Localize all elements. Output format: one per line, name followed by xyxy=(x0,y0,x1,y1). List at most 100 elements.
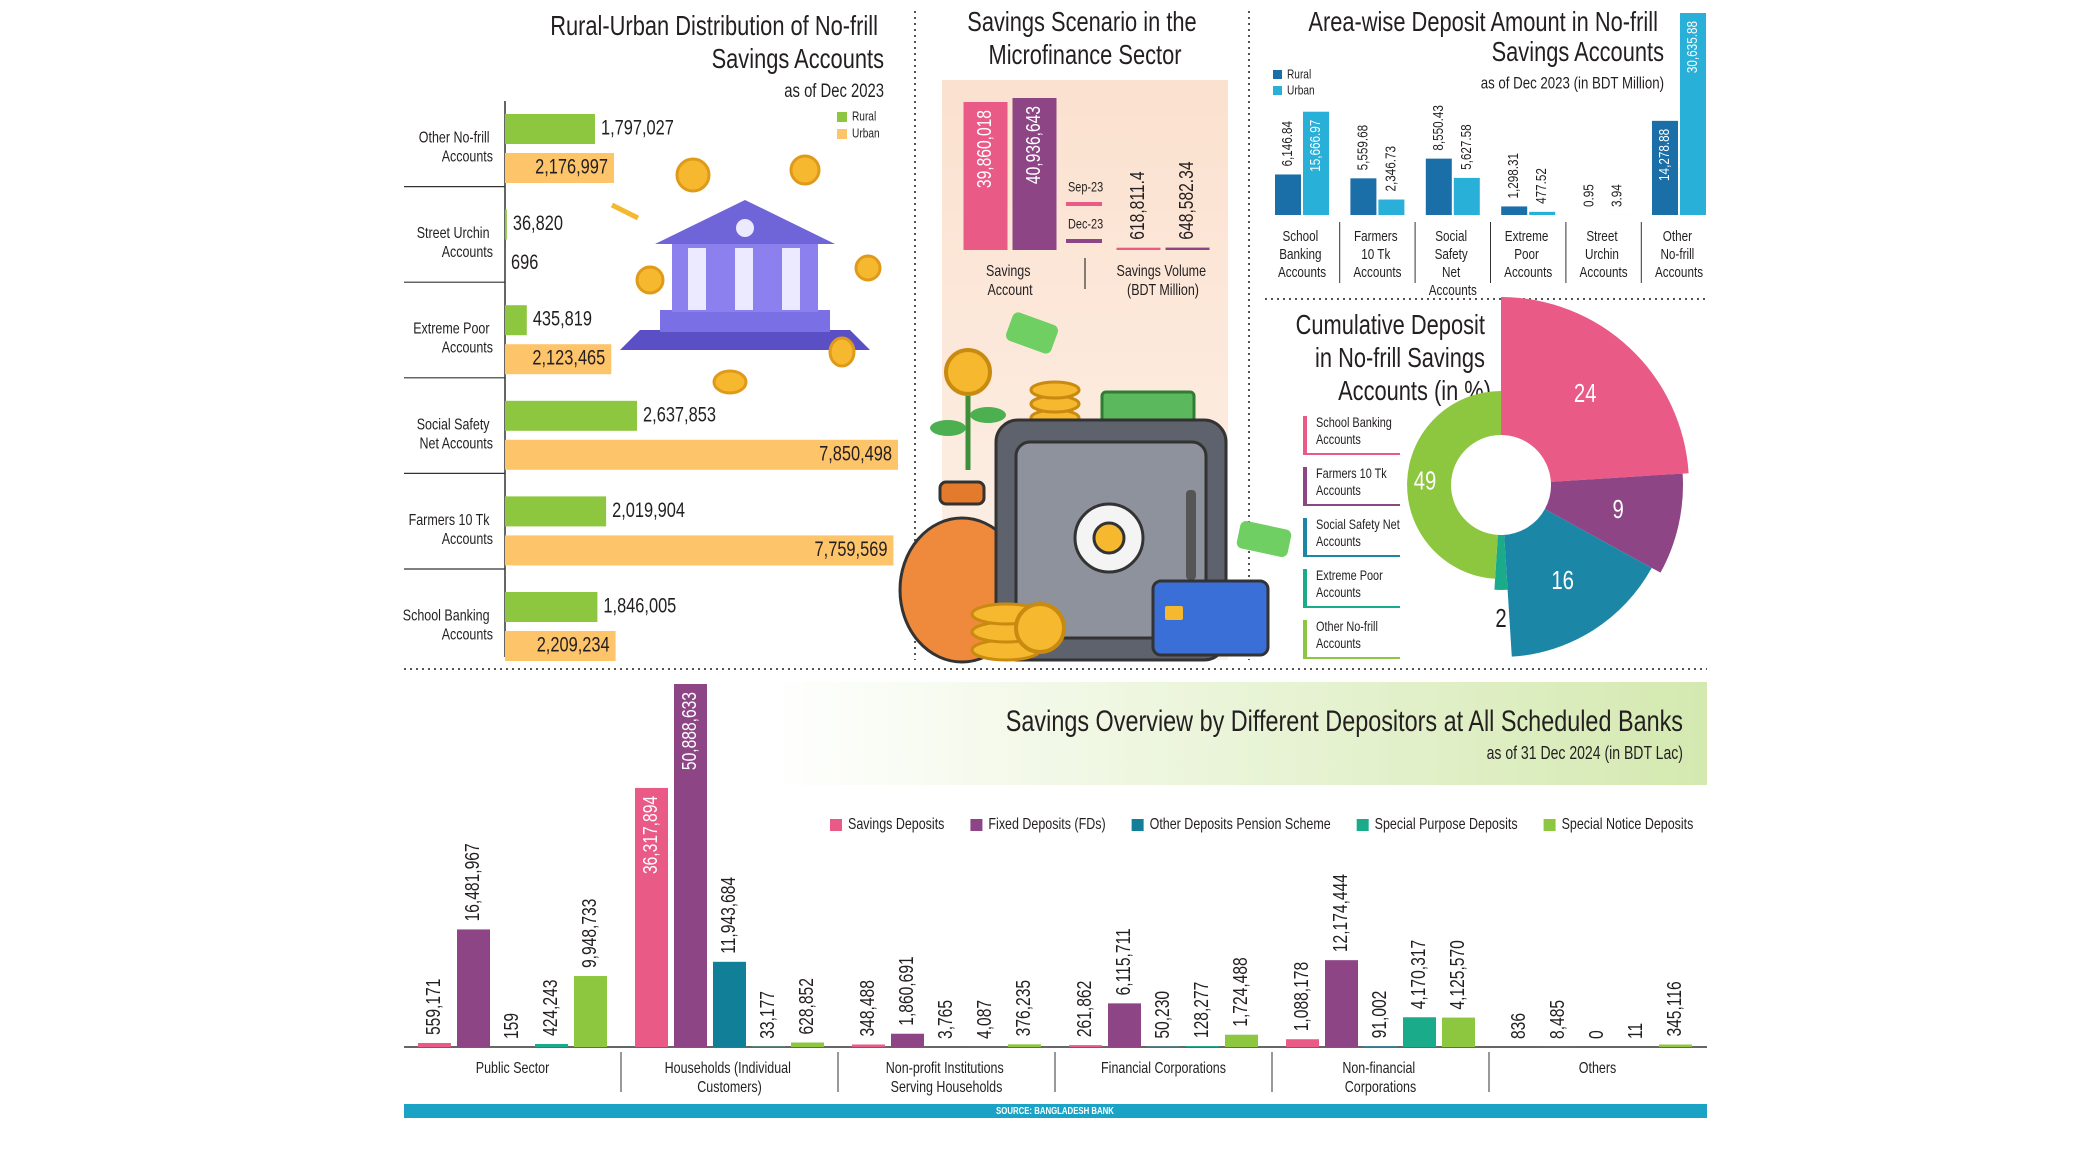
pie-slice xyxy=(1501,297,1689,482)
legend-label: Rural xyxy=(1287,66,1311,81)
value-label: 2,637,853 xyxy=(643,403,716,426)
bar xyxy=(891,1033,924,1047)
bar xyxy=(1286,1039,1319,1047)
value-label: 4,125,570 xyxy=(1447,940,1469,1009)
legend-label: Other No-frill Accounts xyxy=(1316,618,1381,651)
bar xyxy=(505,114,595,144)
slice-label: 2 xyxy=(1495,603,1506,633)
value-label: 8,550.43 xyxy=(1430,105,1447,151)
slice-label: 24 xyxy=(1574,378,1597,408)
legend-swatch xyxy=(1131,819,1144,831)
value-label: 11 xyxy=(1625,1023,1647,1039)
bar xyxy=(1529,211,1556,215)
bar xyxy=(1364,1046,1397,1047)
bar xyxy=(1186,1046,1219,1047)
legend-swatch xyxy=(970,819,983,831)
bar xyxy=(635,787,668,1047)
category-label: Social Safety Net Accounts xyxy=(1429,228,1477,299)
safe-illustration xyxy=(898,312,1292,664)
value-label: 1,846,005 xyxy=(603,595,676,618)
value-label: 477.52 xyxy=(1533,168,1550,204)
legend-label: Special Notice Deposits xyxy=(1562,816,1694,833)
value-label: 5,559.68 xyxy=(1354,125,1371,171)
slice-label: 9 xyxy=(1612,494,1623,524)
value-label: 628,852 xyxy=(796,978,818,1034)
value-label: 12,174,444 xyxy=(1330,874,1352,952)
legend-label: School Banking Accounts xyxy=(1316,414,1395,447)
value-label: 1,724,488 xyxy=(1230,957,1252,1026)
bar xyxy=(1225,1034,1258,1047)
bar xyxy=(1659,1044,1692,1047)
bar xyxy=(1275,174,1301,215)
value-label: 376,235 xyxy=(1013,980,1035,1036)
legend-swatch xyxy=(1273,86,1282,95)
value-label: 648,582.34 xyxy=(1176,161,1198,239)
bar xyxy=(1680,13,1706,215)
legend-label: Sep-23 xyxy=(1068,179,1103,195)
category-label: Other No-frill Accounts xyxy=(1655,228,1703,281)
legend-swatch xyxy=(830,819,842,831)
value-label: 8,485 xyxy=(1547,1000,1569,1039)
legend-label: Social Safety Net Accounts xyxy=(1316,516,1403,549)
legend-label: Extreme Poor Accounts xyxy=(1316,567,1386,600)
chart-title: Rural-Urban Distribution of No-frill Sav… xyxy=(550,10,884,74)
chart-subtitle: as of 31 Dec 2024 (in BDT Lac) xyxy=(1487,743,1683,763)
value-label: 424,243 xyxy=(540,980,562,1036)
value-label: 5,627.58 xyxy=(1458,124,1475,170)
bar xyxy=(574,976,607,1047)
value-label: 836 xyxy=(1508,1013,1530,1039)
value-label: 7,759,569 xyxy=(815,538,888,561)
value-label: 91,002 xyxy=(1369,991,1391,1039)
bar xyxy=(457,929,490,1047)
value-label: 4,087 xyxy=(974,1000,996,1039)
bar xyxy=(505,209,507,240)
pie-slice xyxy=(1407,391,1501,579)
legend-label: Special Purpose Deposits xyxy=(1375,816,1518,833)
value-label: 16,481,967 xyxy=(462,843,484,921)
value-label: 6,146.84 xyxy=(1279,121,1296,167)
value-label: 11,943,684 xyxy=(718,877,740,954)
legend-label: Dec-23 xyxy=(1068,216,1103,232)
bar xyxy=(1008,1044,1041,1047)
value-label: 39,860,018 xyxy=(974,110,996,188)
category-label: Others xyxy=(1579,1060,1617,1077)
chart-subtitle: as of Dec 2023 xyxy=(784,81,884,102)
bar xyxy=(1378,199,1405,215)
category-label: Financial Corporations xyxy=(1101,1060,1226,1077)
bar xyxy=(505,344,612,375)
legend-label: Urban xyxy=(852,125,880,140)
bar xyxy=(1453,177,1480,215)
chart-title: Savings Overview by Different Depositors… xyxy=(1006,705,1683,738)
bar xyxy=(1501,206,1528,215)
value-label: 345,116 xyxy=(1664,981,1686,1036)
category-label: Other No-frill Accounts xyxy=(419,130,493,166)
chart-title: Area-wise Deposit Amount in No-frill Sav… xyxy=(1308,6,1664,67)
value-label: 2,209,234 xyxy=(537,634,610,657)
category-label: Savings Volume (BDT Million) xyxy=(1117,263,1210,299)
value-label: 4,170,317 xyxy=(1408,940,1430,1009)
bar xyxy=(1325,960,1358,1047)
value-label: 0.95 xyxy=(1581,184,1598,207)
bar xyxy=(1303,111,1329,215)
bar xyxy=(418,1043,451,1047)
legend-swatch xyxy=(837,129,847,139)
legend-swatch xyxy=(1303,416,1307,454)
value-label: 348,488 xyxy=(857,980,879,1036)
slice-label: 16 xyxy=(1551,565,1574,595)
bank-illustration xyxy=(610,154,882,395)
category-label: Social Safety Net Accounts xyxy=(417,417,493,453)
legend-swatch xyxy=(1303,620,1307,658)
value-label: 6,115,711 xyxy=(1113,928,1135,995)
pie-slice xyxy=(1544,473,1683,573)
bar xyxy=(963,101,1008,251)
category-label: School Banking Accounts xyxy=(1278,228,1326,281)
value-label: 33,177 xyxy=(757,991,779,1039)
bar xyxy=(1116,247,1161,250)
bar xyxy=(713,961,746,1047)
category-label: Public Sector xyxy=(476,1060,550,1077)
category-label: Households (Individual Customers) xyxy=(665,1060,795,1096)
legend-label: Farmers 10 Tk Accounts xyxy=(1316,465,1390,498)
source: SOURCE: BANGLADESH BANK xyxy=(996,1106,1114,1117)
value-label: 30,635.88 xyxy=(1684,21,1701,73)
value-label: 50,888,633 xyxy=(679,692,701,770)
